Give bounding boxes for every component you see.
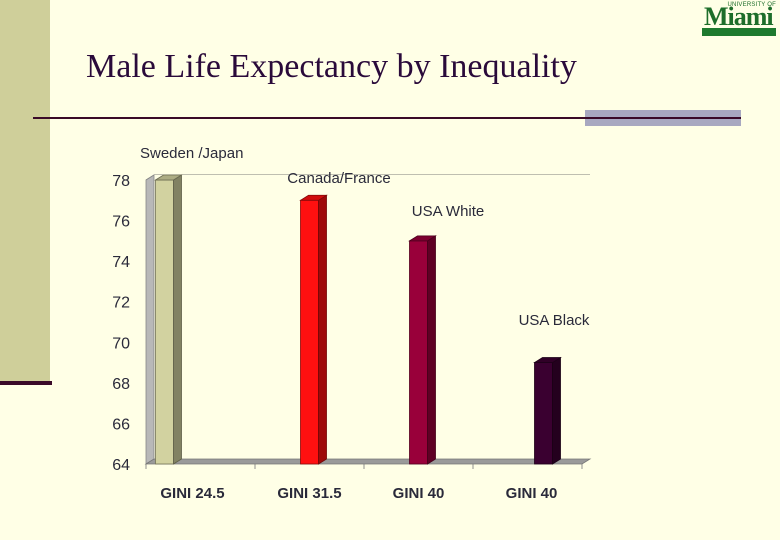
bar-4: [533, 356, 562, 465]
bar-front: [300, 199, 319, 465]
page-title: Male Life Expectancy by Inequality: [86, 48, 577, 85]
y-tick-label: 70: [112, 335, 130, 352]
bar-label: Sweden /Japan: [140, 145, 243, 162]
chart-back-wall: [154, 175, 590, 459]
chart-walls: [144, 174, 592, 465]
university-logo: UNIVERSITY OF Miami: [702, 2, 776, 36]
logo-bar: [702, 28, 776, 36]
bar-front: [534, 362, 553, 465]
bar-front: [155, 179, 174, 465]
bar-side: [173, 174, 182, 465]
bar-top: [533, 357, 562, 363]
x-tick-label: GINI 40: [506, 485, 558, 502]
bar-labels: Sweden /Japan Canada/France USA White USA B…: [140, 145, 590, 329]
y-tick-label: 78: [112, 173, 130, 190]
bar-front: [409, 240, 428, 465]
y-tick-label: 68: [112, 376, 130, 393]
y-tick-label: 72: [112, 295, 130, 312]
logo-word: Miami: [704, 2, 774, 31]
bar-label: USA White: [412, 203, 485, 220]
bar-top: [154, 174, 183, 181]
y-tick-label: 76: [112, 214, 130, 231]
bar-2: [299, 194, 328, 465]
bar-1: [154, 174, 183, 465]
x-tick-label: GINI 31.5: [277, 485, 341, 502]
left-decorative-band: [0, 0, 50, 383]
bar-top: [299, 194, 328, 201]
chart-left-wall: [145, 174, 155, 465]
bar-side: [552, 356, 561, 465]
x-tick-labels: GINI 24.5 GINI 31.5 GINI 40 GINI 40: [160, 485, 557, 502]
bar-side: [427, 235, 436, 465]
y-tick-label: 66: [112, 416, 130, 433]
chart-floor: [144, 458, 592, 465]
bar-label: USA Black: [519, 312, 590, 329]
bar-label: Canada/France: [287, 170, 390, 187]
x-tick-label: GINI 40: [393, 485, 445, 502]
y-tick-labels: 64 66 68 70 72 74 76 78: [112, 173, 130, 474]
title-rule-accent-line: [585, 117, 741, 119]
bar-side: [318, 194, 327, 465]
bar-3: [408, 235, 437, 465]
y-tick-label: 74: [112, 254, 130, 271]
y-tick-label: 64: [112, 457, 130, 474]
title-rule: [33, 117, 588, 119]
left-band-rule: [0, 381, 52, 385]
logo-top-text: UNIVERSITY OF: [727, 2, 776, 8]
bars-layer: [154, 174, 562, 465]
x-tick-label: GINI 24.5: [160, 485, 224, 502]
bar-top: [408, 235, 437, 242]
